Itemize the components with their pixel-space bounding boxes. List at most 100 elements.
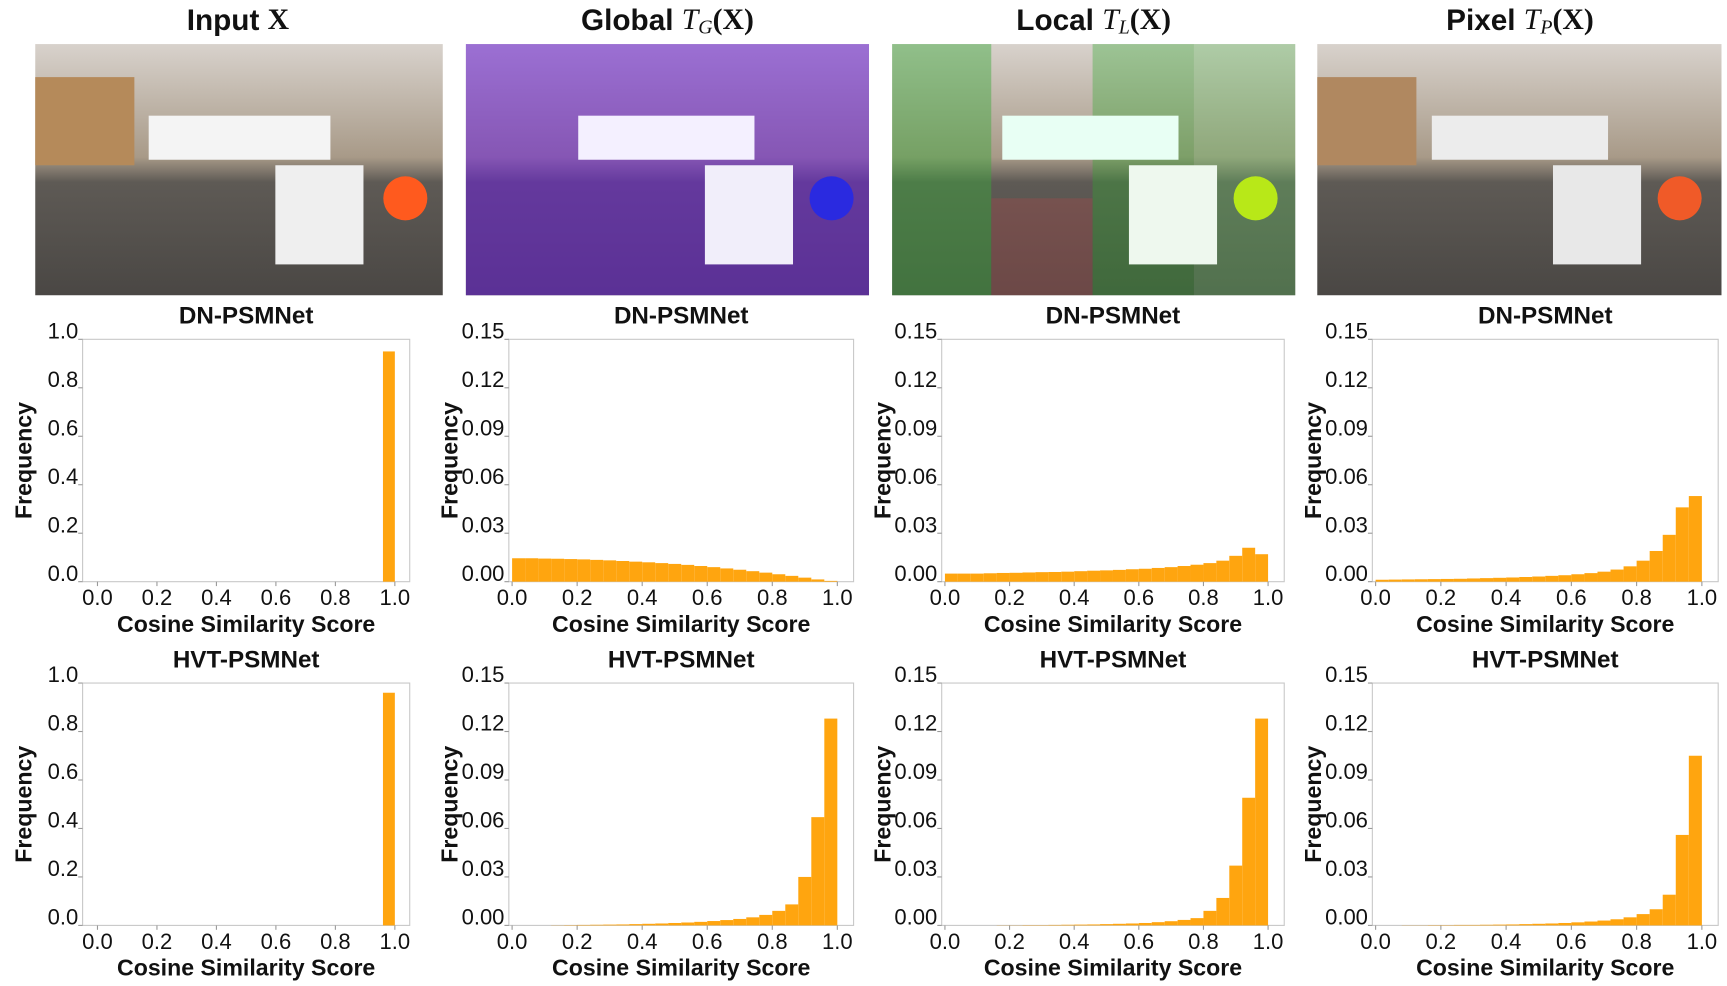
histogram-bar: [1178, 920, 1191, 925]
histogram-bar: [1663, 535, 1676, 582]
y-tick-label: 0.12: [462, 367, 505, 392]
y-tick-label: 0.00: [1325, 905, 1368, 930]
histogram-bar: [1624, 566, 1637, 581]
histogram-bar: [1689, 496, 1702, 582]
x-tick-label: 0.4: [1491, 585, 1522, 610]
histogram-bar: [707, 567, 720, 582]
histogram-bar: [512, 558, 525, 581]
photo-input: [35, 44, 443, 295]
y-tick-label: 0.06: [462, 464, 505, 489]
histogram-bar: [1689, 756, 1702, 926]
histogram-bar: [668, 923, 681, 925]
histogram-bar: [1480, 925, 1493, 926]
y-tick-label: 0.09: [462, 759, 505, 784]
histogram-bar: [1624, 917, 1637, 925]
x-tick-label: 1.0: [380, 929, 411, 954]
histogram-bar: [759, 573, 772, 582]
y-tick-label: 0.09: [894, 415, 937, 440]
histogram-bar: [1010, 573, 1023, 582]
x-tick-label: 0.6: [1124, 929, 1155, 954]
histogram-chart: DN-PSMNet0.00.20.40.60.81.00.00.20.40.60…: [10, 303, 410, 637]
histogram-bar: [1035, 572, 1048, 582]
chart-title: HVT-PSMNet: [608, 646, 755, 673]
x-tick-label: 0.2: [142, 929, 173, 954]
histogram-bar: [1048, 572, 1061, 582]
x-tick-label: 0.4: [627, 585, 658, 610]
x-axis-label: Cosine Similarity Score: [984, 611, 1242, 637]
histogram-bar: [798, 877, 811, 925]
histogram-bar: [629, 562, 642, 582]
y-tick-label: 0.12: [1325, 367, 1368, 392]
y-tick-label: 0.00: [462, 905, 505, 930]
x-tick-label: 0.0: [930, 585, 961, 610]
y-tick-label: 0.00: [894, 561, 937, 586]
histogram-bar: [1467, 578, 1480, 581]
histogram-bar: [971, 574, 984, 582]
header-text: Pixel: [1446, 4, 1515, 37]
y-tick-label: 1.0: [48, 319, 79, 344]
histogram-chart: HVT-PSMNet0.000.030.060.090.120.150.00.2…: [1300, 646, 1718, 980]
histogram-bar: [642, 924, 655, 926]
histogram-bar: [720, 920, 733, 925]
histogram-bar: [733, 570, 746, 582]
x-tick-label: 0.8: [757, 585, 788, 610]
histogram-bar: [616, 561, 629, 582]
histogram-bar: [1100, 924, 1113, 925]
histogram-bar: [1571, 922, 1584, 925]
histogram-chart: DN-PSMNet0.000.030.060.090.120.150.00.20…: [1300, 303, 1718, 637]
histogram-bar: [551, 559, 564, 582]
y-tick-label: 0.09: [894, 759, 937, 784]
histogram-bar: [997, 573, 1010, 582]
histogram-bar: [1650, 909, 1663, 925]
histogram-bar: [1597, 572, 1610, 582]
y-tick-label: 0.00: [462, 561, 505, 586]
x-tick-label: 0.4: [627, 929, 658, 954]
histogram-bar: [746, 917, 759, 925]
histogram-bar: [1597, 921, 1610, 926]
x-tick-label: 0.8: [1188, 585, 1219, 610]
x-tick-label: 0.0: [497, 929, 528, 954]
x-tick-label: 0.6: [1556, 585, 1587, 610]
histogram-bar: [1676, 507, 1689, 581]
y-axis-label: Frequency: [870, 746, 896, 863]
page: Input XGlobal TG(X)Local TL(X)Pixel TP(X…: [0, 0, 1727, 986]
header-argument: (X): [1130, 3, 1171, 36]
histogram-bar: [1545, 923, 1558, 925]
x-axis-label: Cosine Similarity Score: [1416, 955, 1674, 981]
y-tick-label: 0.15: [462, 662, 505, 687]
y-tick-label: 0.15: [1325, 662, 1368, 687]
x-tick-label: 0.0: [82, 929, 113, 954]
y-tick-label: 0.8: [48, 711, 79, 736]
histogram-bar: [1074, 925, 1087, 926]
histogram-bar: [798, 578, 811, 582]
x-axis-label: Cosine Similarity Score: [117, 955, 375, 981]
histogram-bar: [1454, 579, 1467, 582]
chart-title: DN-PSMNet: [1478, 303, 1613, 330]
histogram-bar: [1178, 566, 1191, 582]
histogram-bar: [1113, 924, 1126, 926]
histogram-bar: [1061, 925, 1074, 926]
header-argument: (X): [1552, 3, 1593, 36]
histogram-bar: [577, 559, 590, 581]
y-axis-label: Frequency: [870, 402, 896, 519]
y-tick-label: 0.0: [48, 561, 79, 586]
y-tick-label: 0.8: [48, 367, 79, 392]
plot-frame: [1372, 683, 1718, 925]
histogram-bar: [1165, 567, 1178, 582]
y-tick-label: 0.06: [1325, 808, 1368, 833]
y-tick-label: 0.12: [462, 711, 505, 736]
x-tick-label: 0.0: [82, 585, 113, 610]
photo-global: [466, 44, 869, 295]
y-tick-label: 0.03: [462, 856, 505, 881]
x-tick-label: 0.4: [1491, 929, 1522, 954]
histogram-bar: [1493, 925, 1506, 926]
histogram-bar: [1584, 922, 1597, 926]
header-subscript: L: [1118, 16, 1130, 38]
histogram-bar: [720, 568, 733, 581]
histogram-bar: [746, 571, 759, 582]
histogram-bar: [984, 573, 997, 581]
histogram-bar: [1415, 579, 1428, 581]
y-tick-label: 0.03: [894, 856, 937, 881]
histogram-bar: [1676, 835, 1689, 925]
histogram-bar: [733, 919, 746, 925]
